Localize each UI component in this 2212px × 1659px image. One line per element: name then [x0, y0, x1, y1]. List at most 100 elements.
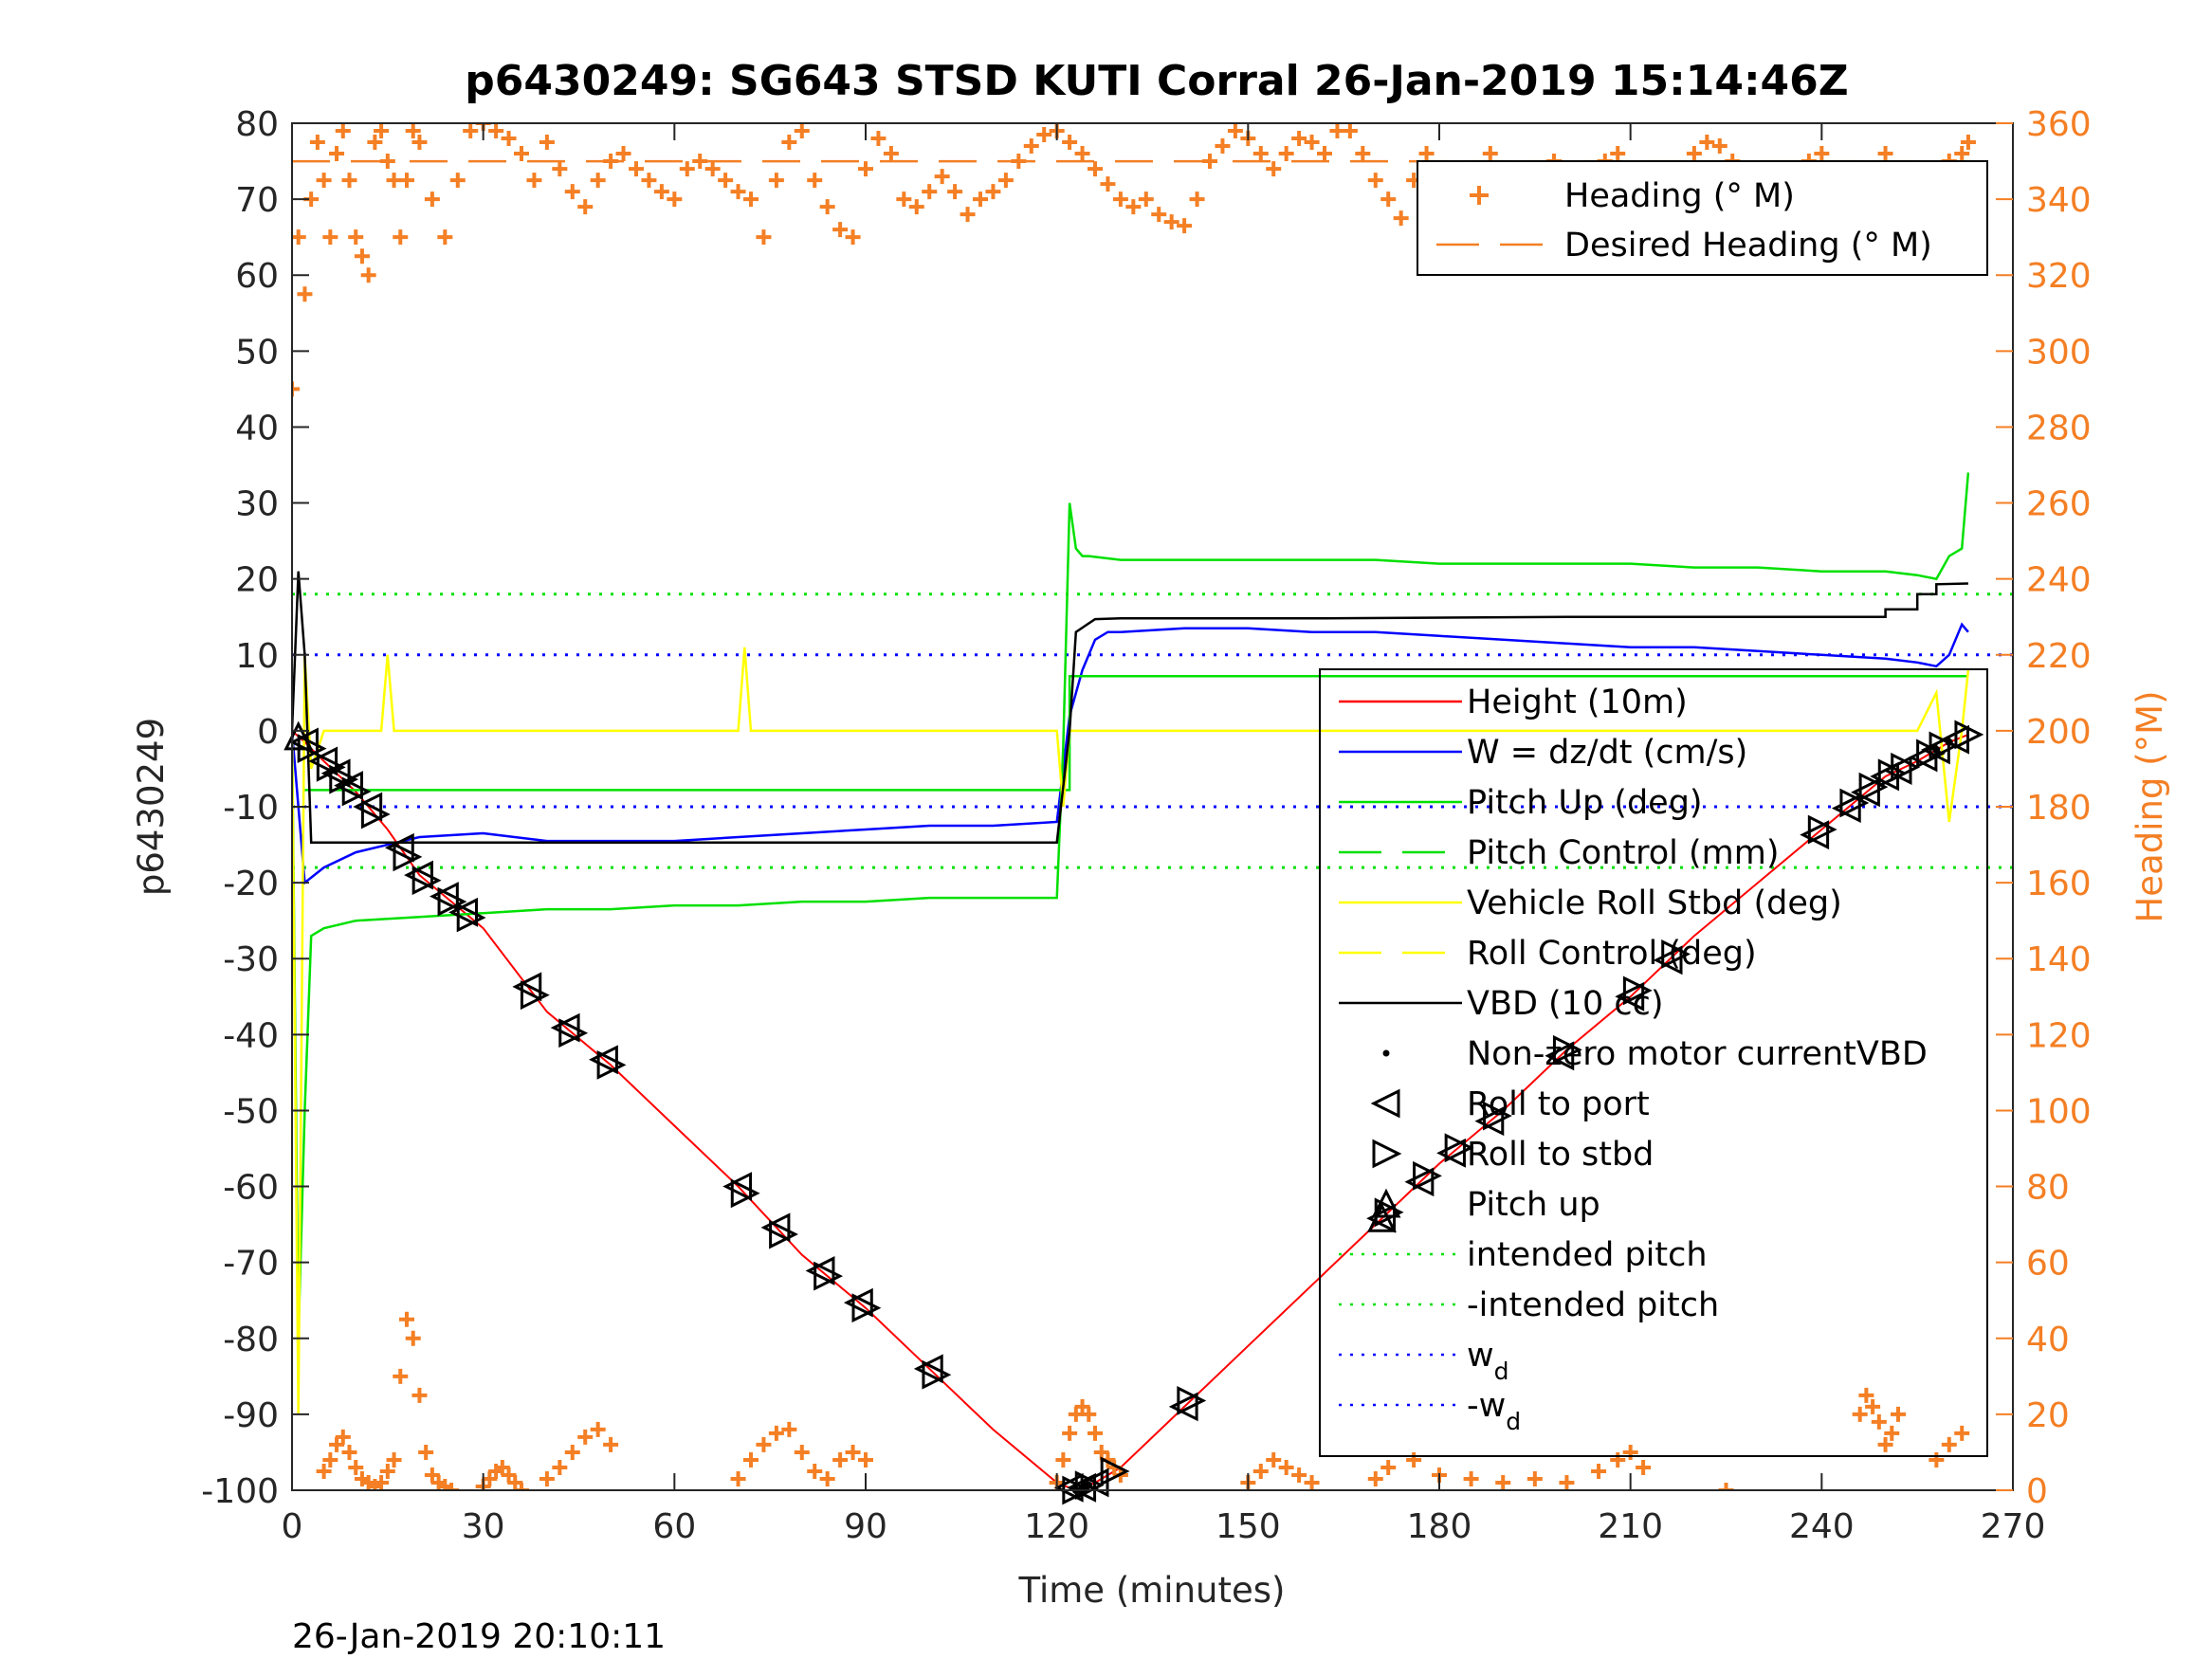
- roll-to-port-marker: [448, 897, 478, 927]
- y-tick-label: -90: [223, 1396, 279, 1435]
- heading-point: [947, 184, 963, 200]
- y-tick-label: 0: [257, 713, 279, 752]
- heading-point: [329, 1436, 345, 1452]
- heading-point: [444, 1483, 460, 1490]
- legend-label: -intended pitch: [1467, 1286, 1719, 1324]
- heading-point: [1081, 1406, 1097, 1422]
- roll-to-stbd-marker: [922, 1359, 952, 1390]
- heading-point: [1062, 135, 1078, 151]
- heading-point: [292, 381, 300, 397]
- roll-to-port-marker: [843, 1287, 873, 1318]
- x-axis-label: Time (minutes): [1018, 1570, 1286, 1611]
- heading-point: [1138, 191, 1154, 208]
- roll-to-stbd-marker: [1444, 1133, 1474, 1163]
- heading-point: [1266, 1451, 1282, 1468]
- y-tick-label: 10: [235, 637, 279, 676]
- roll-to-stbd-marker: [1622, 975, 1653, 1006]
- timestamp: 26-Jan-2019 20:10:11: [292, 1617, 666, 1656]
- pitch-up-marker: [1367, 1202, 1397, 1232]
- heading-point: [463, 123, 479, 139]
- heading-point: [960, 207, 976, 223]
- legend-label: Non-zero motor currentVBD: [1467, 1035, 1928, 1073]
- heading-point: [539, 1470, 555, 1486]
- heading-point: [653, 184, 669, 200]
- roll-to-stbd-marker: [411, 866, 442, 896]
- heading-point: [1100, 176, 1116, 192]
- series-pitch-up-deg: [292, 472, 1970, 1339]
- heading-point: [482, 1470, 498, 1486]
- legend-label: intended pitch: [1467, 1236, 1708, 1274]
- legend-item-non-zero-motor-currentvbd-7: Non-zero motor currentVBD: [1382, 1035, 1928, 1073]
- heading-point: [1227, 123, 1243, 139]
- heading-point: [424, 1467, 440, 1483]
- heading-point: [1151, 207, 1167, 223]
- y-right-tick-label: 40: [2026, 1321, 2070, 1359]
- heading-point: [367, 135, 383, 151]
- heading-point: [1088, 161, 1103, 177]
- y-right-tick-label: 60: [2026, 1245, 2070, 1284]
- y-axis-right: 0 20 40 60 80 100 120 140 160 180 200 220 240 260 280 3…: [1996, 105, 2092, 1511]
- heading-point: [399, 173, 414, 189]
- heading-point: [386, 173, 402, 189]
- x-tick-label: 180: [1407, 1507, 1472, 1546]
- heading-point: [1852, 1406, 1868, 1422]
- reference-lines: [292, 592, 2013, 869]
- x-tick-label: 60: [652, 1507, 696, 1546]
- heading-point: [1278, 146, 1294, 162]
- heading-point: [316, 1463, 332, 1479]
- y-right-tick-label: 360: [2026, 105, 2092, 144]
- heading-point: [768, 1425, 784, 1441]
- heading-point: [348, 229, 364, 246]
- legend-main: Height (10m) W = dz/dt (cm/s) Pitch Up (de…: [1319, 668, 1988, 1457]
- legend-label: VBD (10 cc): [1467, 985, 1664, 1023]
- heading-point: [870, 131, 887, 147]
- roll-to-stbd-marker: [558, 1018, 589, 1048]
- heading-point: [399, 1311, 414, 1327]
- heading-point: [1291, 1467, 1307, 1483]
- heading-point: [437, 229, 453, 246]
- roll-to-port-marker: [913, 1354, 943, 1384]
- heading-point: [1074, 1398, 1090, 1414]
- heading-point: [316, 173, 332, 189]
- x-tick-label: 90: [844, 1507, 887, 1546]
- roll-to-port-marker: [1545, 1041, 1575, 1071]
- chart-title: p6430249: SG643 STSD KUTI Corral 26-Jan-…: [465, 57, 1848, 105]
- y-right-tick-label: 140: [2026, 940, 2092, 979]
- heading-point: [1380, 191, 1397, 208]
- y-right-tick-label: 180: [2026, 789, 2092, 828]
- heading-point: [1814, 146, 1830, 162]
- heading-point: [1482, 146, 1498, 162]
- y-right-tick-label: 200: [2026, 713, 2092, 752]
- roll-to-port-marker: [512, 972, 542, 1002]
- x-tick-label: 240: [1789, 1507, 1855, 1546]
- roll-to-stbd-marker: [341, 776, 372, 807]
- roll-to-port-marker: [384, 832, 414, 863]
- roll-to-stbd-marker: [596, 1049, 627, 1080]
- legend-item-desired-heading-m: Desired Heading (° M): [1436, 227, 1932, 264]
- legend-label-subscript: d: [1506, 1408, 1521, 1435]
- heading-point: [1342, 123, 1358, 139]
- heading-point: [501, 1467, 517, 1483]
- heading-point: [393, 1368, 409, 1384]
- legend-item-height-10m-0: Height (10m): [1339, 684, 1688, 721]
- y-tick-label: 60: [235, 257, 279, 296]
- roll-to-port-marker: [1168, 1392, 1198, 1422]
- heading-point: [1189, 191, 1205, 208]
- series-vbd-10-cc: [292, 571, 1968, 844]
- series-vehicle-roll-stbd-deg: [292, 647, 1970, 1414]
- heading-point: [494, 1459, 510, 1475]
- heading-point: [1304, 135, 1320, 151]
- heading-point: [1367, 1470, 1383, 1486]
- heading-point: [1686, 146, 1702, 162]
- y-tick-label: -30: [223, 940, 279, 979]
- heading-point: [411, 135, 428, 151]
- legend-item-vbd-10-cc-6: VBD (10 cc): [1339, 985, 1664, 1023]
- heading-point: [718, 173, 734, 189]
- x-tick-label: 210: [1598, 1507, 1663, 1546]
- heading-point: [1711, 138, 1728, 155]
- heading-point: [1329, 123, 1345, 139]
- heading-point: [335, 1429, 351, 1445]
- y-right-tick-label: 240: [2026, 561, 2092, 600]
- legend-label: Pitch Control (mm): [1467, 834, 1779, 872]
- roll-to-stbd-marker: [1858, 772, 1889, 802]
